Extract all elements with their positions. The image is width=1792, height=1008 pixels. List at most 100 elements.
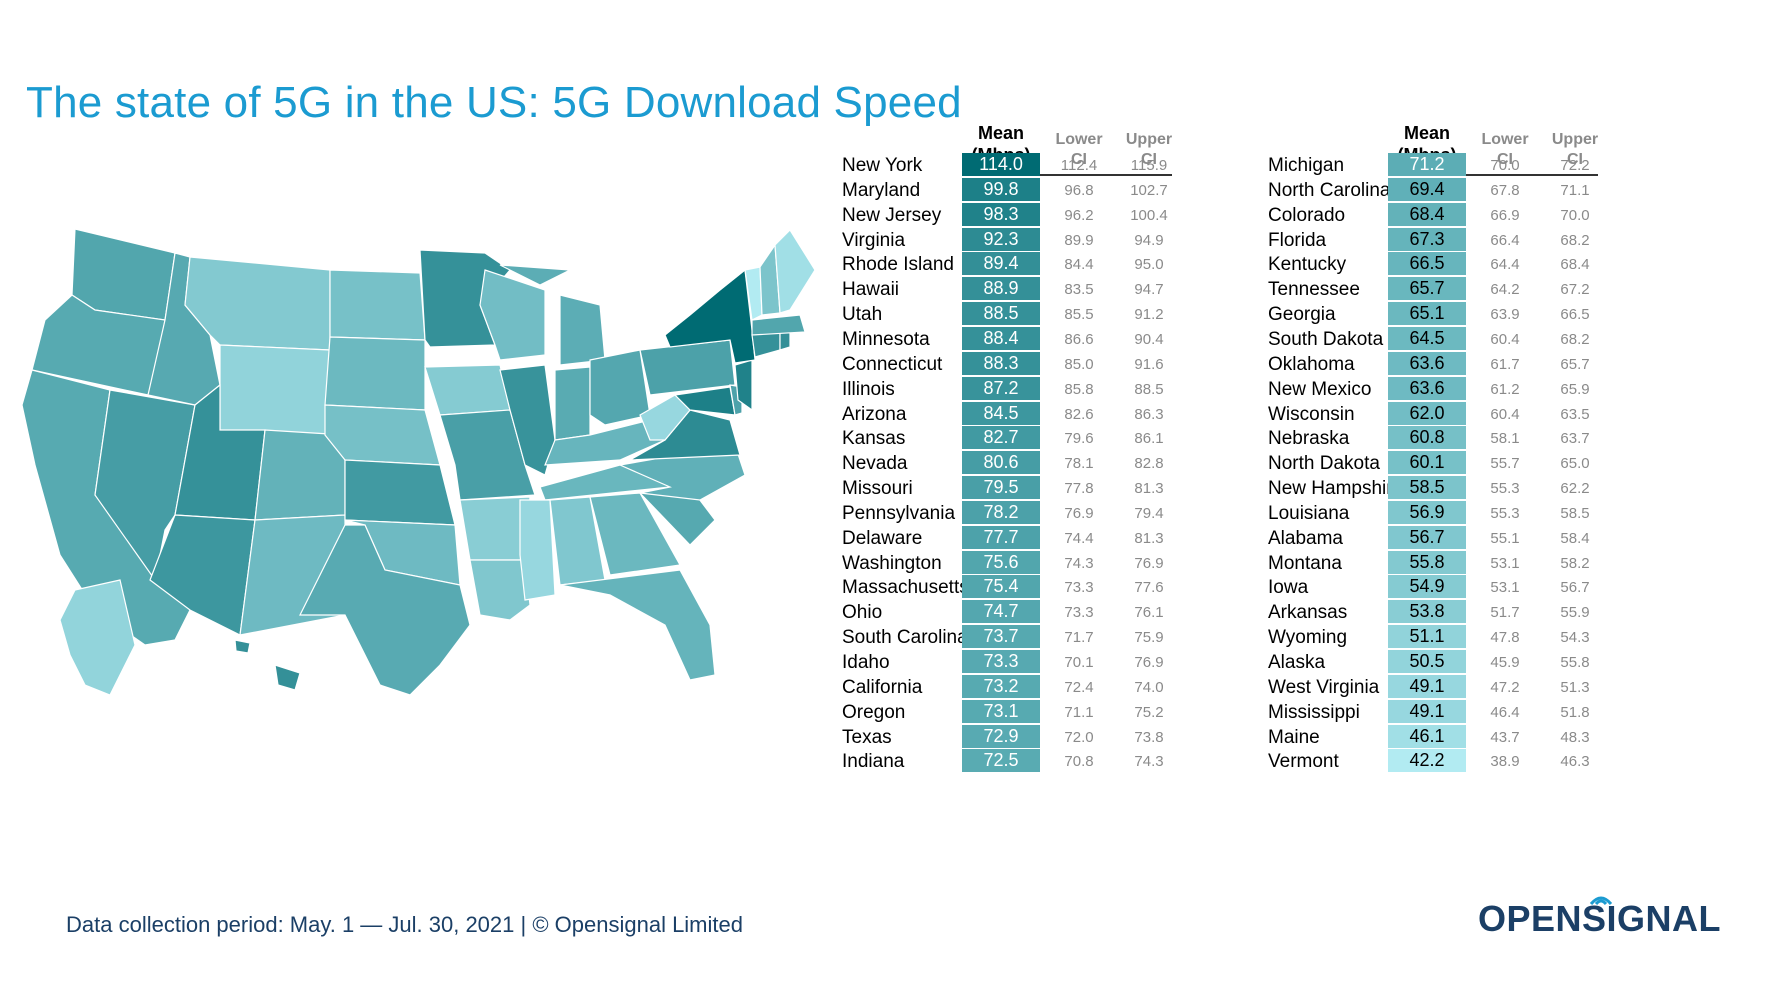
mean-value: 78.2 xyxy=(962,500,1040,524)
header-upper-line: Upper xyxy=(1125,131,1173,148)
lower-ci-value: 96.2 xyxy=(1064,206,1094,224)
lower-ci-value: 79.6 xyxy=(1064,430,1094,448)
upper-ci-value: 74.3 xyxy=(1134,753,1164,771)
state-georgia xyxy=(589,492,681,576)
mean-value: 50.5 xyxy=(1388,650,1466,673)
state-nebraska xyxy=(324,404,441,466)
state-name: Arkansas xyxy=(1268,602,1348,624)
lower-ci-value: 64.4 xyxy=(1490,256,1520,274)
state-name: Alabama xyxy=(1268,527,1343,549)
lower-ci-value: 73.3 xyxy=(1064,604,1094,622)
upper-ci-value: 55.8 xyxy=(1560,654,1590,671)
state-name: New Hampshire xyxy=(1268,478,1404,500)
state-name: Mississippi xyxy=(1268,701,1360,723)
state-name: Wisconsin xyxy=(1268,403,1355,425)
upper-ci-value: 67.2 xyxy=(1560,281,1590,299)
mean-value: 73.3 xyxy=(962,650,1040,673)
mean-value: 72.5 xyxy=(962,749,1040,773)
state-kansas xyxy=(344,459,456,526)
upper-ci-value: 82.8 xyxy=(1134,455,1164,473)
state-name: Connecticut xyxy=(842,353,943,375)
state-indiana xyxy=(554,366,591,441)
state-illinois xyxy=(499,364,556,476)
state-mississippi xyxy=(519,499,556,601)
mean-value: 84.5 xyxy=(962,401,1040,425)
lower-ci-value: 71.1 xyxy=(1064,703,1094,721)
lower-ci-value: 71.7 xyxy=(1064,629,1094,647)
mean-value: 65.1 xyxy=(1388,302,1466,326)
mean-value: 74.7 xyxy=(962,600,1040,624)
state-north-dakota xyxy=(329,269,426,341)
upper-ci-value: 81.3 xyxy=(1134,529,1164,547)
state-west-virginia xyxy=(639,394,691,441)
lower-ci-value: 55.3 xyxy=(1490,504,1520,522)
state-wyoming xyxy=(219,344,331,436)
lower-ci-value: 47.8 xyxy=(1490,629,1520,647)
state-name: Idaho xyxy=(842,652,890,673)
upper-ci-value: 58.5 xyxy=(1560,504,1590,522)
state-name: Maine xyxy=(1268,726,1320,748)
upper-ci-value: 56.7 xyxy=(1560,579,1590,597)
upper-ci-value: 79.4 xyxy=(1134,504,1164,522)
state-maine xyxy=(774,229,816,314)
page-title: The state of 5G in the US: 5G Download S… xyxy=(26,78,962,127)
mean-value: 82.7 xyxy=(962,426,1040,450)
opensignal-logo: OPENSIGNAL xyxy=(1478,898,1722,939)
upper-ci-value: 86.1 xyxy=(1134,430,1164,448)
upper-ci-value: 74.0 xyxy=(1134,678,1164,696)
upper-ci-value: 73.8 xyxy=(1134,728,1164,746)
state-name: Kansas xyxy=(842,428,906,450)
state-texas xyxy=(299,524,471,696)
mean-value: 72.9 xyxy=(962,724,1040,748)
state-name: Alaska xyxy=(1268,652,1326,673)
mean-value: 73.2 xyxy=(962,674,1040,698)
state-name: New Mexico xyxy=(1268,378,1372,400)
state-name: Oklahoma xyxy=(1268,353,1355,375)
lower-ci-value: 85.0 xyxy=(1064,355,1094,373)
upper-ci-value: 46.3 xyxy=(1560,753,1590,771)
mean-value: 58.5 xyxy=(1388,476,1466,500)
state-name: Pennsylvania xyxy=(842,502,956,524)
header-lower-line: CI xyxy=(1497,151,1513,168)
upper-ci-value: 76.1 xyxy=(1134,604,1164,622)
lower-ci-value: 86.6 xyxy=(1064,330,1094,348)
lower-ci-value: 74.4 xyxy=(1064,529,1094,547)
upper-ci-value: 100.4 xyxy=(1130,206,1168,224)
upper-ci-value: 75.9 xyxy=(1134,629,1164,647)
state-name: Nevada xyxy=(842,453,908,475)
state-name: Utah xyxy=(842,304,883,326)
state-name: Arizona xyxy=(842,403,907,425)
lower-ci-value: 82.6 xyxy=(1064,405,1094,423)
state-name: Hawaii xyxy=(842,279,900,301)
state-name: Minnesota xyxy=(842,328,930,350)
mean-value: 88.9 xyxy=(962,277,1040,301)
upper-ci-value: 55.9 xyxy=(1560,604,1590,622)
lower-ci-value: 60.4 xyxy=(1490,330,1520,348)
lower-ci-value: 112.4 xyxy=(1060,157,1098,174)
state-rhode-island xyxy=(779,331,791,351)
header-lower-line: CI xyxy=(1071,151,1087,168)
mean-value: 46.1 xyxy=(1388,724,1466,748)
state-name: North Carolina xyxy=(1268,179,1391,201)
state-name: Michigan xyxy=(1268,155,1345,176)
lower-ci-value: 89.9 xyxy=(1064,231,1094,249)
upper-ci-value: 91.6 xyxy=(1134,355,1164,373)
mean-value: 73.7 xyxy=(962,625,1040,649)
mean-value: 99.8 xyxy=(962,177,1040,201)
upper-ci-value: 75.2 xyxy=(1134,703,1164,721)
state-south-dakota xyxy=(324,336,426,411)
lower-ci-value: 96.8 xyxy=(1064,181,1094,199)
state-name: Tennessee xyxy=(1268,279,1360,301)
mean-value: 77.7 xyxy=(962,525,1040,549)
mean-value: 66.5 xyxy=(1388,252,1466,276)
lower-ci-value: 77.8 xyxy=(1064,480,1094,498)
mean-value: 92.3 xyxy=(962,227,1040,251)
upper-ci-value: 94.7 xyxy=(1134,281,1164,299)
lower-ci-value: 45.9 xyxy=(1490,654,1520,671)
mean-value: 64.5 xyxy=(1388,326,1466,350)
upper-ci-value: 54.3 xyxy=(1560,629,1590,647)
upper-ci-value: 62.2 xyxy=(1560,480,1590,498)
header-upper-line: Upper xyxy=(1551,131,1599,148)
lower-ci-value: 66.4 xyxy=(1490,231,1520,249)
mean-value: 80.6 xyxy=(962,451,1040,475)
